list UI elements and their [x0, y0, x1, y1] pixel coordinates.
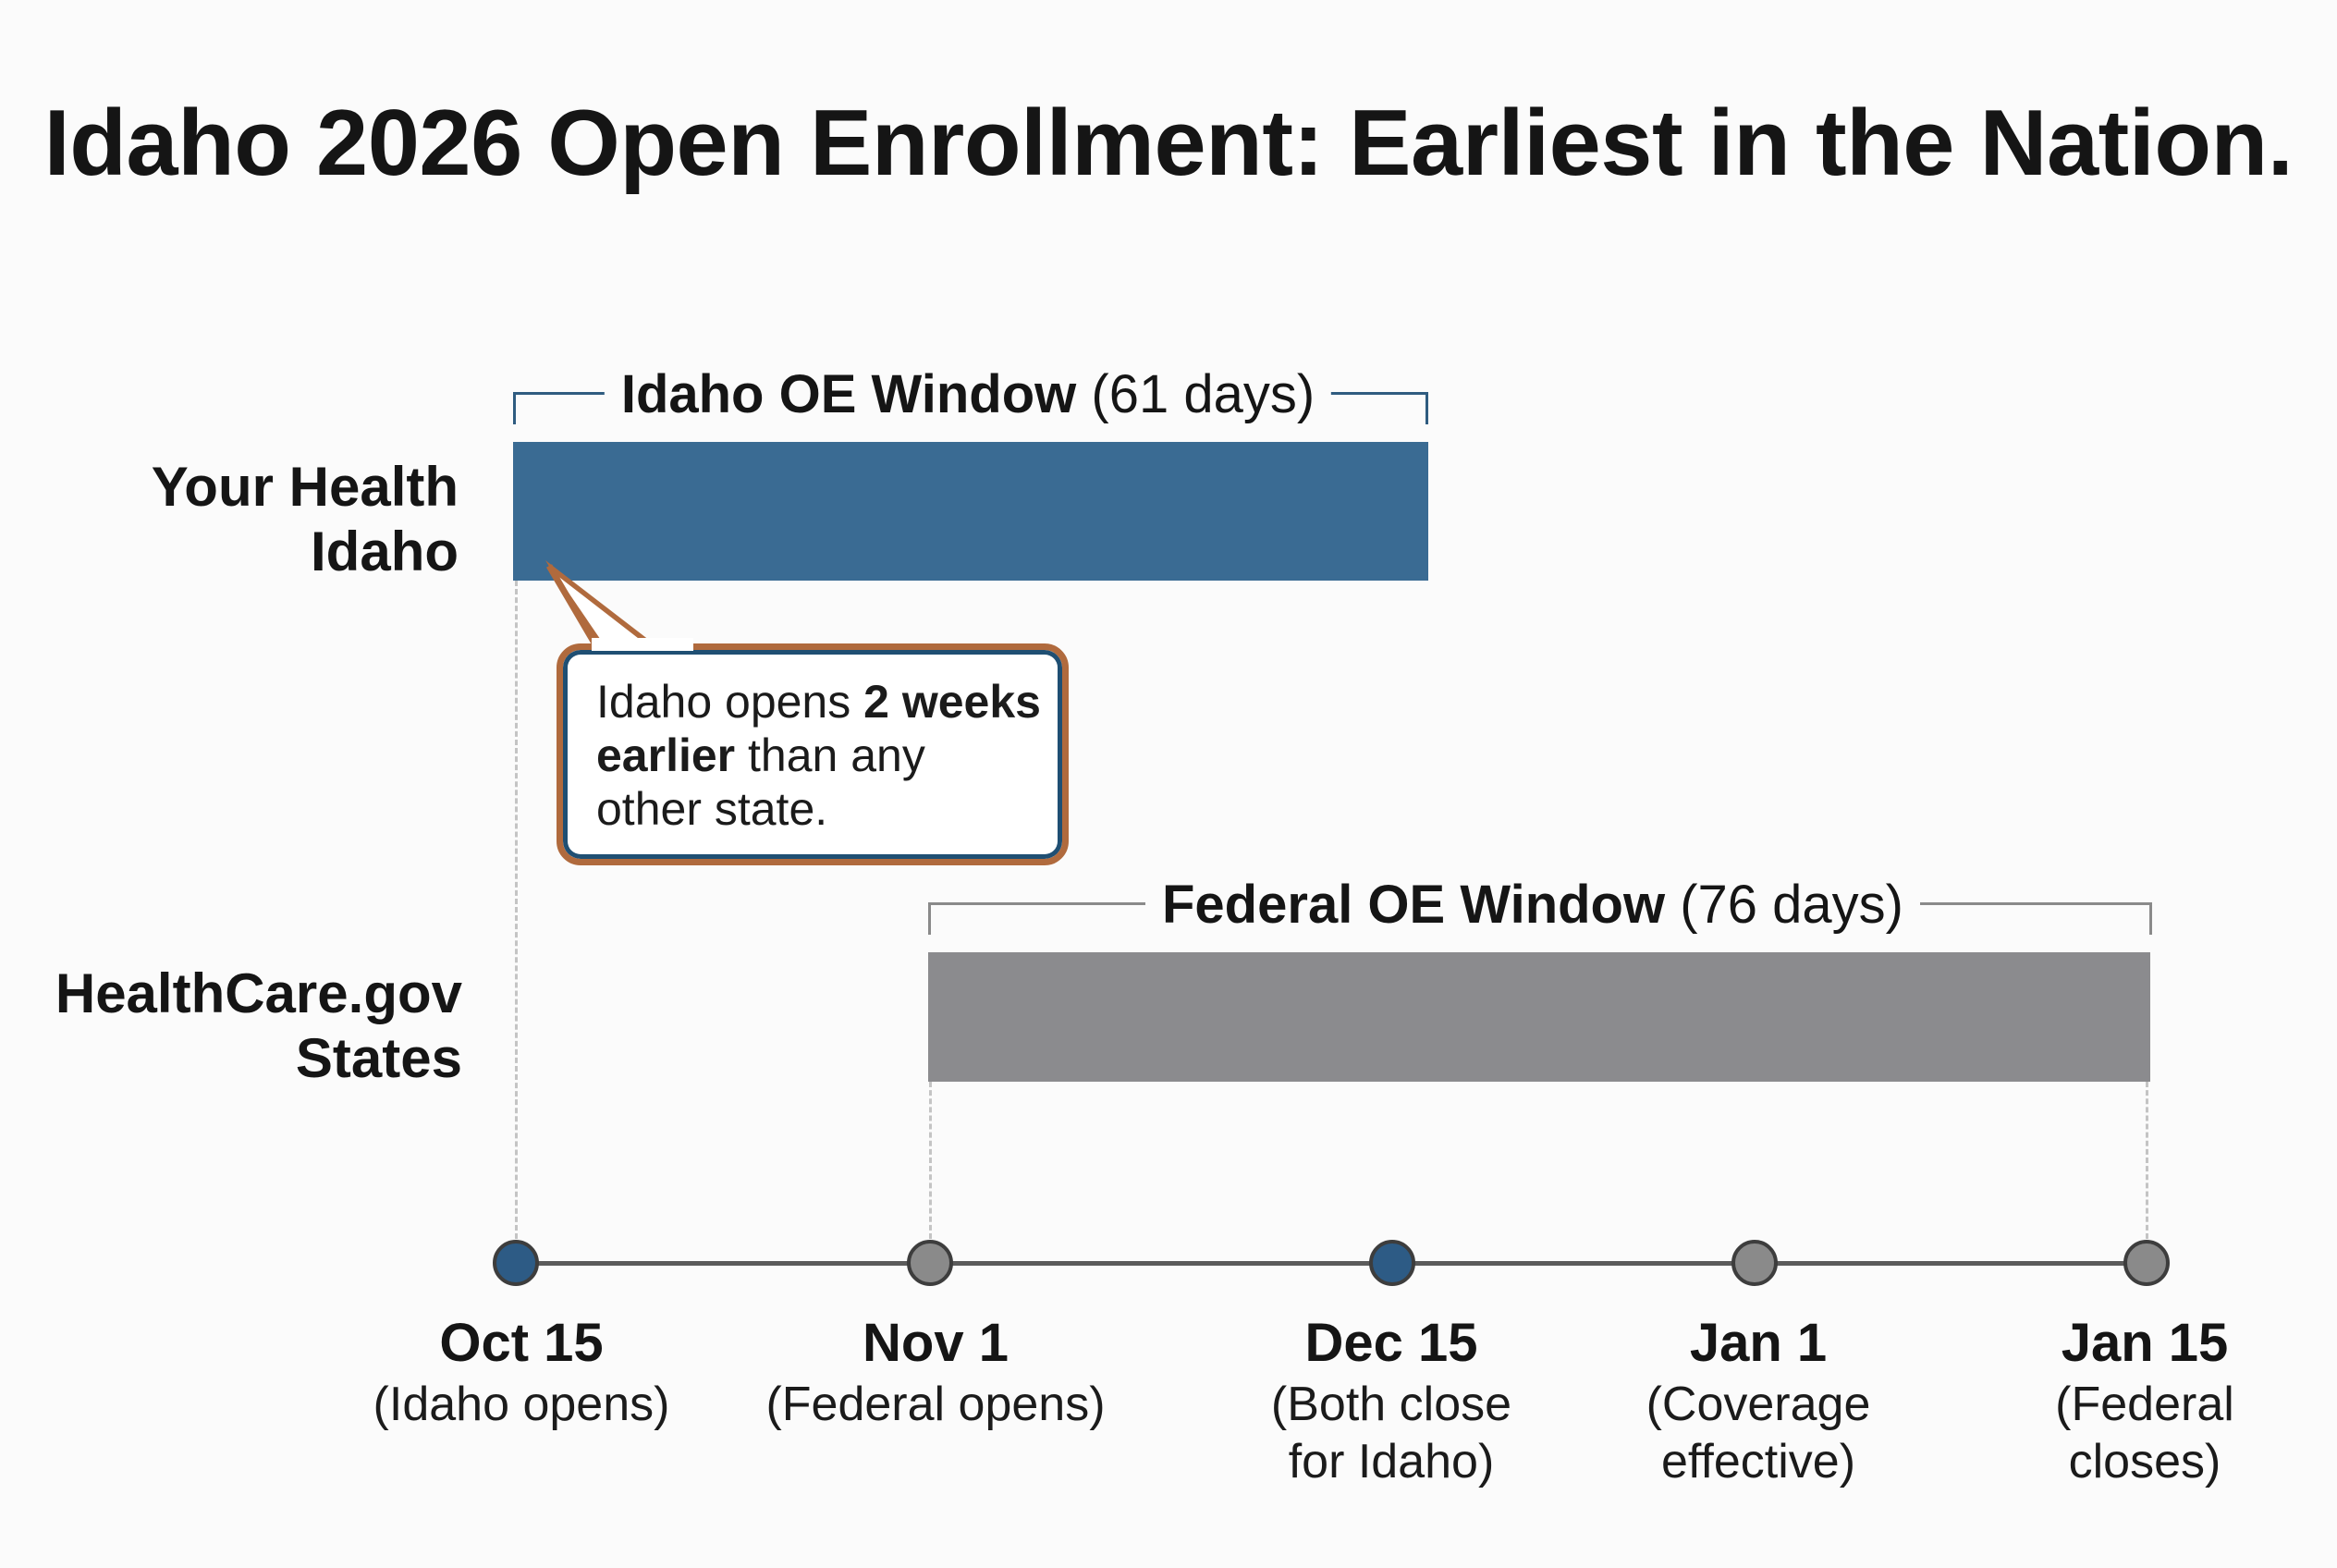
window-name: Federal OE Window — [1162, 875, 1666, 935]
callout-text-part: Idaho opens — [596, 676, 864, 728]
callout-bubble — [557, 643, 1069, 865]
callout-text-bold: earlier — [596, 729, 736, 781]
guide-nov-1 — [929, 1082, 932, 1239]
row-label-healthcare-gov-states: HealthCare.gov States — [0, 962, 462, 1091]
tick-note: (Idaho opens) — [373, 1378, 670, 1431]
callout-text: Idaho opens 2 weeks earlier than any oth… — [596, 675, 1077, 836]
guide-oct-15 — [515, 581, 518, 1239]
tick-date: Nov 1 — [863, 1313, 1009, 1373]
timeline-dot-nov-1 — [907, 1240, 953, 1286]
guide-jan-15 — [2146, 1082, 2148, 1239]
page-title: Idaho 2026 Open Enrollment: Earliest in … — [43, 92, 2294, 195]
idaho-window-label: Idaho OE Window (61 days) — [604, 362, 1332, 427]
timeline-label-nov-1: Nov 1 (Federal opens) — [765, 1311, 1105, 1433]
window-days: (61 days) — [1091, 364, 1315, 424]
timeline-dot-dec-15 — [1369, 1240, 1415, 1286]
idaho-oe-bar — [513, 442, 1428, 581]
tick-date: Jan 1 — [1689, 1313, 1828, 1373]
row-label-line: Your Health — [151, 456, 459, 518]
callout-pointer — [545, 560, 666, 653]
tick-note: (Federal opens) — [765, 1378, 1106, 1431]
tick-date: Dec 15 — [1304, 1313, 1478, 1373]
tick-note: (Coverage — [1646, 1378, 1871, 1431]
row-label-line: Idaho — [311, 521, 459, 582]
tick-note: for Idaho) — [1288, 1435, 1495, 1488]
federal-oe-bar — [928, 952, 2150, 1082]
tick-note: (Both close — [1270, 1378, 1512, 1431]
timeline-dot-oct-15 — [493, 1240, 539, 1286]
tick-note: effective) — [1660, 1435, 1856, 1488]
tick-note: (Federal — [2055, 1378, 2234, 1431]
timeline-axis — [516, 1261, 2148, 1266]
timeline-label-jan-15: Jan 15 (Federal closes) — [2055, 1311, 2234, 1490]
federal-window-label: Federal OE Window (76 days) — [1145, 873, 1920, 937]
callout-text-part: other state. — [596, 783, 828, 835]
row-label-line: States — [295, 1027, 462, 1089]
timeline-label-jan-1: Jan 1 (Coverage effective) — [1646, 1311, 1871, 1490]
callout-pointer-gap — [592, 638, 693, 651]
timeline-dot-jan-15 — [2123, 1240, 2170, 1286]
timeline-label-oct-15: Oct 15 (Idaho opens) — [373, 1311, 670, 1433]
tick-date: Jan 15 — [2061, 1313, 2229, 1373]
row-label-your-health-idaho: Your Health Idaho — [0, 455, 459, 584]
window-days: (76 days) — [1680, 875, 1903, 935]
tick-note: closes) — [2068, 1435, 2221, 1488]
timeline-label-dec-15: Dec 15 (Both close for Idaho) — [1271, 1311, 1511, 1490]
callout-text-bold: 2 weeks — [863, 676, 1041, 728]
timeline-dot-jan-1 — [1731, 1240, 1778, 1286]
tick-date: Oct 15 — [439, 1313, 604, 1373]
callout-text-part: than any — [735, 729, 925, 781]
row-label-line: HealthCare.gov — [55, 962, 462, 1024]
window-name: Idaho OE Window — [620, 364, 1077, 424]
